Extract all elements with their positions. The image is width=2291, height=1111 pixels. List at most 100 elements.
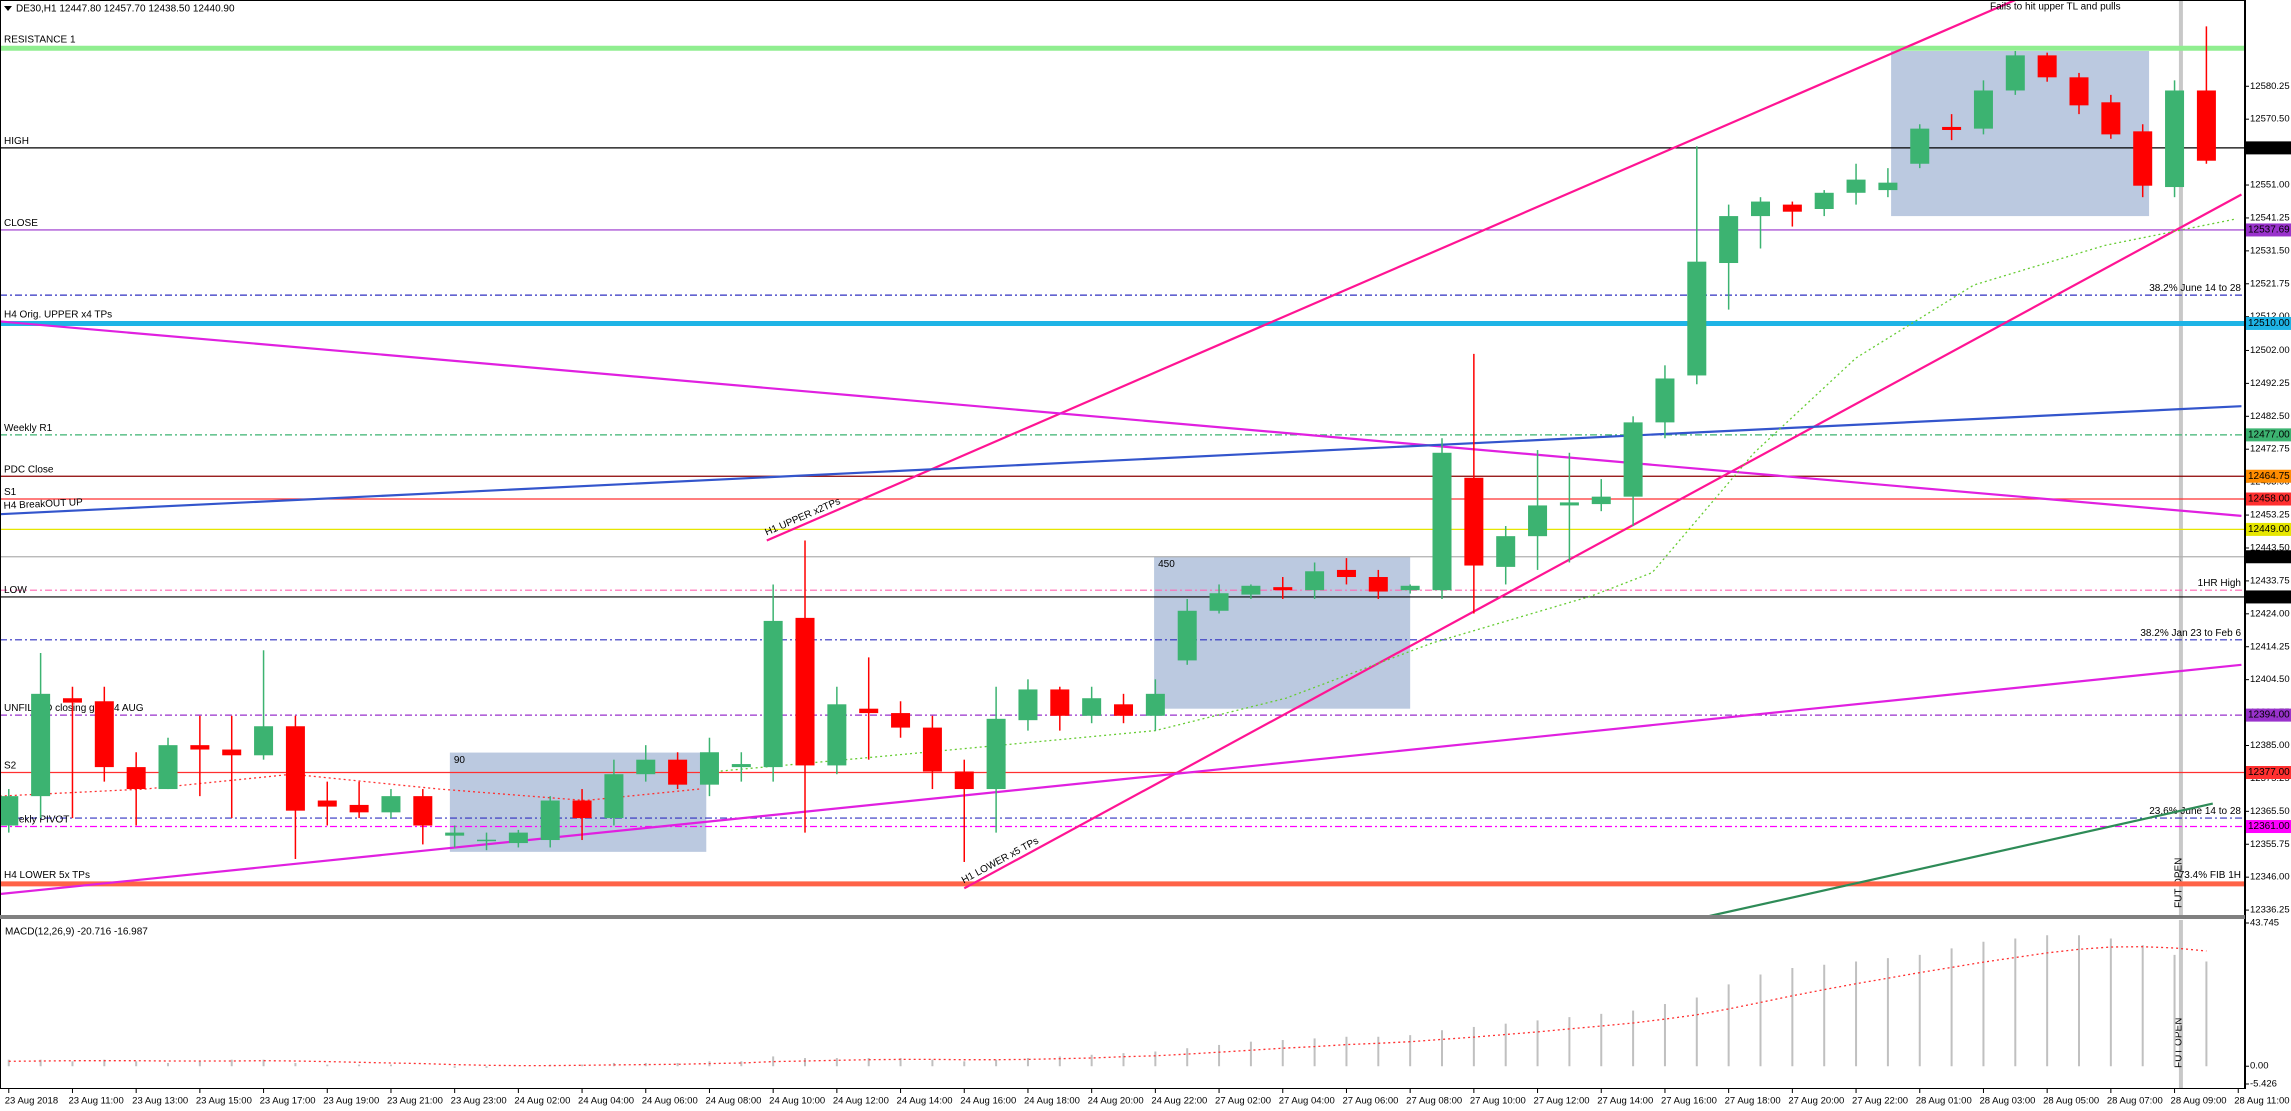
candle-body	[445, 832, 465, 836]
y-tick-label: 12424.00	[2250, 608, 2290, 619]
candle-body	[190, 745, 210, 750]
x-tick-label: 24 Aug 12:00	[833, 1096, 889, 1107]
candle-body	[1559, 502, 1579, 506]
moving-average	[715, 218, 2236, 773]
x-tick-label: 27 Aug 12:00	[1534, 1096, 1590, 1107]
price-tag-label: 12429.00	[2248, 592, 2290, 603]
zone-label: 450	[1158, 559, 1175, 570]
candle-body	[891, 713, 911, 728]
candle-body	[1719, 216, 1739, 264]
frame	[0, 0, 2245, 1089]
x-tick-label: 24 Aug 16:00	[960, 1096, 1016, 1107]
trendline	[0, 320, 2242, 518]
y-tick-label: 12433.75	[2250, 575, 2290, 586]
level-label: PDC Close	[4, 464, 54, 475]
price-tag	[2246, 550, 2291, 564]
candle-body	[731, 764, 751, 768]
x-tick-label: 24 Aug 02:00	[514, 1096, 570, 1107]
candle-body	[1942, 126, 1962, 130]
price-axis: 12580.2512570.5012561.0012551.0012541.25…	[2245, 0, 2291, 1090]
trendline	[766, 0, 2016, 542]
x-tick-label: 28 Aug 07:00	[2107, 1096, 2163, 1107]
candle-body	[604, 774, 624, 819]
y-tick-label: 12404.50	[2250, 674, 2290, 685]
trendline-label: H4 BreakOUT UP	[3, 497, 83, 512]
candle-body	[1846, 179, 1866, 193]
candle-body	[2069, 77, 2089, 106]
y-tick-label: 12443.50	[2250, 542, 2290, 553]
candle-body	[285, 726, 305, 811]
candle-body	[508, 832, 528, 844]
candle-body	[1336, 569, 1356, 578]
candle-body	[1018, 689, 1038, 721]
candle-body	[1241, 585, 1261, 595]
x-tick-label: 28 Aug 05:00	[2043, 1096, 2099, 1107]
level-label: CLOSE	[4, 218, 38, 229]
x-tick-label: 23 Aug 19:00	[323, 1096, 379, 1107]
candle-body	[1464, 477, 1484, 566]
price-tag	[2246, 820, 2291, 834]
x-tick-label: 24 Aug 14:00	[897, 1096, 953, 1107]
candle-body	[1400, 585, 1420, 591]
y-tick-label: 12482.50	[2250, 411, 2290, 422]
price-tag-label: 12449.00	[2248, 524, 2290, 535]
signal-line	[8, 946, 2207, 1067]
candle-body	[2005, 55, 2025, 91]
candle-body	[2101, 102, 2121, 135]
level-label: H4 LOWER 5x TPs	[4, 870, 90, 881]
price-tag-label: 12377.00	[2248, 767, 2290, 778]
trendline	[1709, 802, 2214, 916]
candle-body	[1878, 182, 1898, 191]
y-tick-label: 12551.00	[2250, 180, 2290, 191]
candle-body	[1623, 422, 1643, 497]
x-tick-label: 27 Aug 18:00	[1725, 1096, 1781, 1107]
level-note: 38.2% Jan 23 to Feb 6	[2140, 628, 2241, 639]
x-tick-label: 27 Aug 22:00	[1852, 1096, 1908, 1107]
price-tag	[2246, 522, 2291, 536]
x-tick-label: 28 Aug 03:00	[1979, 1096, 2035, 1107]
y-tick-label: 12521.75	[2250, 278, 2290, 289]
y-tick-label: 12365.50	[2250, 806, 2290, 817]
annotation: Fails to hit upper TL and pulls	[1990, 2, 2121, 13]
y-tick-label: 0.00	[2250, 1061, 2269, 1072]
collapse-icon	[4, 6, 12, 11]
x-tick-label: 23 Aug 17:00	[260, 1096, 316, 1107]
x-tick-label: 28 Aug 01:00	[1916, 1096, 1972, 1107]
level-label: Weekly R1	[4, 423, 53, 434]
candle-body	[477, 839, 497, 842]
candle-body	[2037, 55, 2057, 78]
trendline	[0, 405, 2242, 516]
candle-body	[1114, 704, 1134, 716]
candle-body	[2133, 131, 2153, 186]
x-tick-label: 27 Aug 20:00	[1788, 1096, 1844, 1107]
x-tick-label: 27 Aug 14:00	[1597, 1096, 1653, 1107]
level-note: 23.6% June 14 to 28	[2149, 806, 2241, 817]
price-tag	[2246, 492, 2291, 506]
price-tag-label: 12537.69	[2248, 225, 2290, 236]
x-tick-label: 24 Aug 18:00	[1024, 1096, 1080, 1107]
candle-body	[381, 796, 401, 813]
price-tag	[2246, 316, 2291, 330]
y-tick-label: 12512.00	[2250, 311, 2290, 322]
price-tag-label: 12458.00	[2248, 494, 2290, 505]
candle-body	[636, 759, 656, 775]
level-note: 1HR High	[2198, 578, 2241, 589]
y-tick-label: 12336.25	[2250, 905, 2290, 916]
y-tick-label: 12472.75	[2250, 444, 2290, 455]
level-label: LOW	[4, 585, 27, 596]
x-tick-label: 23 Aug 13:00	[132, 1096, 188, 1107]
candle-body	[986, 718, 1006, 790]
level-label: RESISTANCE 1	[4, 34, 76, 45]
price-tag	[2246, 141, 2291, 155]
x-tick-label: 27 Aug 06:00	[1342, 1096, 1398, 1107]
candle-body	[94, 701, 114, 768]
y-tick-label: 12385.00	[2250, 740, 2290, 751]
candle-body	[763, 620, 783, 768]
x-tick-label: 24 Aug 04:00	[578, 1096, 634, 1107]
level-note: 38.2% June 14 to 28	[2149, 283, 2241, 294]
main-pane: 90450FUT OPENRESISTANCE 1HIGHCLOSE38.2% …	[0, 0, 2245, 916]
y-tick-label: 12502.00	[2250, 345, 2290, 356]
candle-body	[827, 704, 847, 766]
